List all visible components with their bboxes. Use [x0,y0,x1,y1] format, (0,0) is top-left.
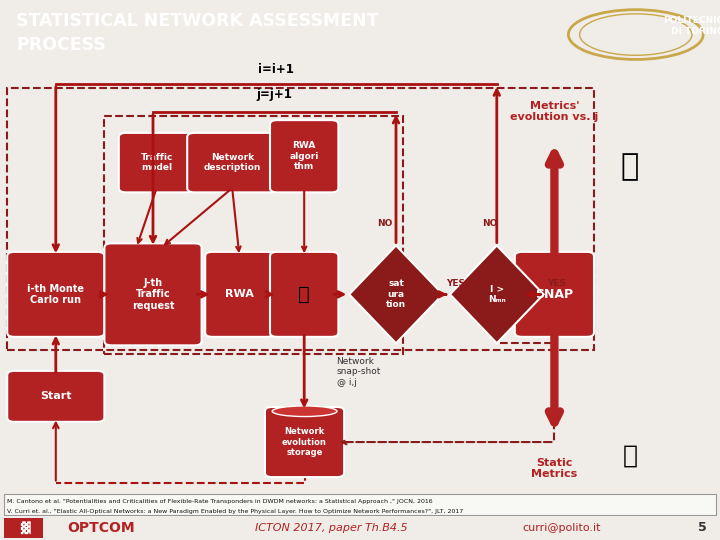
Text: 🎞: 🎞 [621,152,639,181]
FancyBboxPatch shape [187,133,277,192]
Text: SNAP: SNAP [536,288,573,301]
FancyBboxPatch shape [7,371,104,422]
Text: POLITECNICO
DI TORINO: POLITECNICO DI TORINO [664,16,720,36]
Text: ▓: ▓ [20,521,30,535]
FancyBboxPatch shape [119,133,194,192]
FancyBboxPatch shape [4,518,43,538]
FancyBboxPatch shape [270,252,338,337]
Text: YES: YES [547,279,566,288]
Text: i-th Monte
Carlo run: i-th Monte Carlo run [27,284,84,305]
Text: Network
description: Network description [204,153,261,172]
Text: V. Curri et. al., "Elastic All-Optical Networks: a New Paradigm Enabled by the P: V. Curri et. al., "Elastic All-Optical N… [7,509,464,514]
FancyBboxPatch shape [104,244,202,346]
FancyBboxPatch shape [270,120,338,192]
Text: Start: Start [40,392,71,401]
Text: NO: NO [377,219,393,228]
Text: STATISTICAL NETWORK ASSESSMENT
PROCESS: STATISTICAL NETWORK ASSESSMENT PROCESS [16,12,379,54]
Text: OPTCOM: OPTCOM [67,521,135,535]
Text: Static
Metrics: Static Metrics [531,457,577,479]
FancyBboxPatch shape [265,407,344,477]
Text: Network
evolution
storage: Network evolution storage [282,427,327,457]
FancyBboxPatch shape [7,252,104,337]
Text: YES: YES [446,279,465,288]
Text: i=i+1: i=i+1 [258,63,294,76]
Text: Network
snap-shot
@ i,j: Network snap-shot @ i,j [336,357,381,387]
Text: J-th
Traffic
request: J-th Traffic request [132,278,174,311]
Text: NO: NO [482,219,498,228]
Polygon shape [450,246,544,343]
Text: curri@polito.it: curri@polito.it [522,523,601,533]
Text: M. Cantono et al. "Potentialities and Criticalities of Flexible-Rate Transponder: M. Cantono et al. "Potentialities and Cr… [7,499,433,504]
Text: 📷: 📷 [298,285,310,304]
Text: 🖼: 🖼 [623,444,637,468]
Text: Traffic
model: Traffic model [140,153,173,172]
Text: ICTON 2017, paper Th.B4.5: ICTON 2017, paper Th.B4.5 [255,523,408,533]
FancyBboxPatch shape [205,252,274,337]
Polygon shape [349,246,443,343]
Text: Metrics'
evolution vs. j: Metrics' evolution vs. j [510,100,598,122]
FancyBboxPatch shape [515,252,594,337]
FancyBboxPatch shape [4,494,716,515]
Text: sat
ura
tion: sat ura tion [386,280,406,309]
Text: 5: 5 [698,521,706,535]
Ellipse shape [272,406,337,416]
Text: RWA: RWA [225,289,254,299]
Text: j=j+1: j=j+1 [256,88,292,101]
Text: I >
Nₘₙ: I > Nₘₙ [488,285,505,304]
Text: RWA
algori
thm: RWA algori thm [289,141,319,171]
